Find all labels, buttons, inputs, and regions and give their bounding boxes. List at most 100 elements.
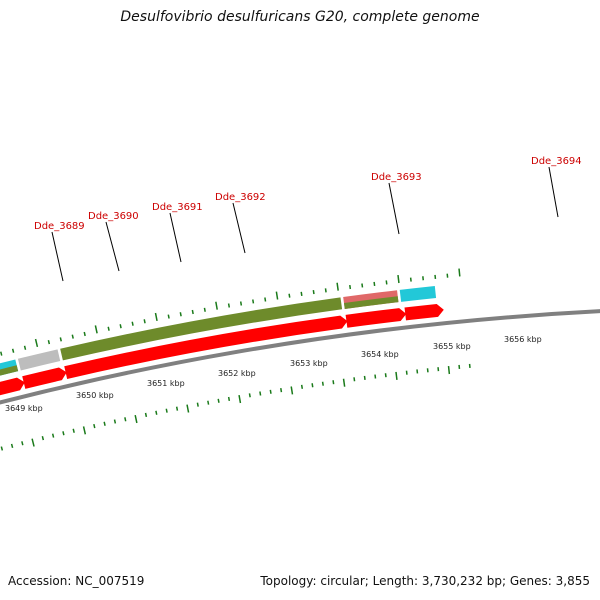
position-tick — [203, 307, 206, 312]
scale-tick — [21, 441, 24, 446]
scale-tick — [363, 375, 366, 380]
scale-tick — [196, 402, 199, 407]
position-tick — [179, 312, 182, 317]
kbp-label: 3654 kbp — [361, 350, 399, 359]
position-tick — [300, 291, 303, 296]
scale-tick — [353, 377, 356, 382]
position-tick — [71, 334, 74, 339]
gene-label[interactable]: Dde_3693 — [371, 172, 422, 183]
kbp-label: 3656 kbp — [504, 335, 542, 344]
scale-tick — [227, 396, 231, 402]
position-tick — [23, 345, 27, 350]
scale-tick — [269, 389, 272, 394]
position-tick — [167, 314, 170, 319]
position-tick — [47, 340, 51, 345]
position-tick — [361, 283, 364, 288]
kbp-label: 3652 kbp — [218, 369, 256, 378]
scale-tick — [51, 433, 55, 438]
position-tick — [83, 331, 86, 337]
forward-cds-arrow[interactable] — [22, 367, 67, 389]
gene-label[interactable]: Dde_3694 — [531, 156, 582, 167]
position-tick — [288, 293, 291, 298]
gene-label-leader — [51, 231, 64, 282]
position-tick — [119, 324, 122, 329]
position-tick — [275, 291, 279, 300]
scale-tick — [72, 428, 75, 433]
feature-bar[interactable] — [343, 296, 399, 309]
scale-tick — [207, 400, 210, 405]
position-tick — [215, 301, 218, 310]
scale-tick — [82, 426, 87, 435]
position-tick — [59, 337, 62, 342]
scale-tick — [311, 383, 314, 388]
scale-tick — [10, 443, 14, 448]
map-title: Desulfovibrio desulfuricans G20, complet… — [120, 9, 480, 25]
scale-tick — [259, 391, 262, 396]
feature-bar[interactable] — [60, 297, 343, 361]
position-tick — [94, 325, 98, 334]
gene-label-leader — [232, 202, 246, 254]
position-tick — [252, 299, 255, 304]
gene-label-leader — [388, 182, 400, 235]
scale-tick — [31, 438, 35, 447]
kbp-label: 3651 kbp — [147, 379, 185, 388]
position-tick — [11, 348, 15, 353]
kbp-label: 3650 kbp — [76, 391, 114, 400]
position-tick — [324, 288, 327, 293]
scale-tick — [300, 384, 304, 389]
scale-tick — [447, 365, 451, 375]
scale-tick — [321, 381, 324, 386]
position-tick — [227, 303, 231, 308]
scale-tick — [62, 431, 65, 436]
scale-tick — [238, 394, 242, 404]
position-tick — [239, 301, 243, 306]
scale-tick — [41, 436, 45, 441]
scale-tick — [217, 398, 220, 403]
position-tick — [349, 284, 352, 290]
accession-text: Accession: NC_007519 — [8, 574, 145, 588]
scale-tick — [134, 414, 138, 424]
scale-tick — [113, 419, 117, 424]
position-tick — [143, 319, 146, 324]
feature-bar[interactable] — [399, 286, 437, 302]
gene-label[interactable]: Dde_3689 — [34, 221, 85, 232]
scale-tick — [290, 386, 294, 395]
gene-label[interactable]: Dde_3691 — [152, 202, 203, 213]
kbp-label: 3649 kbp — [5, 404, 43, 413]
feature-bar[interactable] — [0, 365, 19, 380]
gene-label-leader — [169, 212, 182, 263]
position-tick — [397, 274, 400, 284]
scale-tick — [342, 378, 346, 387]
gene-label[interactable]: Dde_3692 — [215, 192, 266, 203]
position-tick — [264, 297, 267, 302]
scale-tick — [332, 380, 335, 385]
genome-summary-text: Topology: circular; Length: 3,730,232 bp… — [260, 574, 590, 588]
feature-bar[interactable] — [17, 349, 61, 371]
scale-tick — [124, 417, 127, 422]
scale-tick — [186, 404, 190, 413]
gene-label[interactable]: Dde_3690 — [88, 211, 139, 222]
scale-tick — [248, 393, 251, 398]
forward-cds-arrow[interactable] — [64, 315, 348, 379]
scale-tick — [0, 446, 4, 451]
position-tick — [154, 312, 158, 321]
scale-tick — [165, 408, 168, 413]
position-tick — [458, 268, 461, 277]
kbp-label: 3655 kbp — [433, 342, 471, 351]
gene-label-leader — [105, 221, 120, 272]
position-tick — [336, 282, 339, 291]
scale-tick — [374, 374, 377, 379]
position-tick — [107, 326, 110, 331]
scale-tick — [155, 410, 158, 415]
forward-cds-arrow[interactable] — [345, 308, 407, 328]
kbp-label: 3653 kbp — [290, 359, 328, 368]
scale-tick — [144, 412, 148, 418]
position-tick — [34, 338, 39, 348]
forward-cds-arrow[interactable] — [404, 303, 444, 321]
forward-cds-arrow[interactable] — [0, 377, 25, 400]
position-tick — [312, 290, 315, 295]
position-tick — [0, 351, 3, 356]
position-tick — [131, 321, 134, 326]
scale-tick — [103, 421, 106, 426]
